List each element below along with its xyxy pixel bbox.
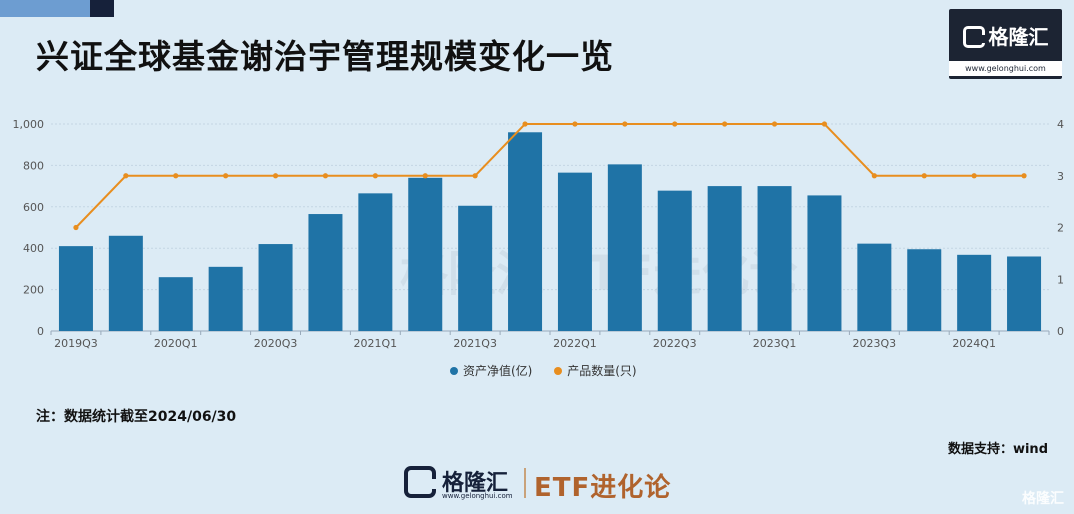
- line-point: [522, 121, 528, 127]
- line-point: [1021, 173, 1027, 179]
- footer-g-icon: [404, 466, 436, 498]
- line-point: [123, 173, 129, 179]
- line-point: [372, 173, 378, 179]
- bar: [707, 186, 742, 331]
- legend-line-dot: [554, 367, 563, 375]
- bar: [607, 164, 642, 331]
- line-point: [672, 121, 678, 127]
- legend: 资产净值(亿) 产品数量(只): [450, 362, 655, 379]
- x-tick-label: 2022Q1: [553, 337, 597, 350]
- corner-accent: [0, 0, 114, 17]
- line-point: [322, 173, 329, 179]
- y-left-tick-label: 200: [23, 284, 44, 297]
- legend-line-label: 产品数量(只): [567, 364, 637, 378]
- bar: [508, 132, 543, 331]
- x-tick-label: 2022Q3: [653, 337, 697, 350]
- x-tick-label: 2024Q1: [952, 337, 996, 350]
- bar: [1007, 256, 1042, 331]
- line-point: [422, 173, 428, 179]
- line-point: [771, 121, 778, 127]
- line-point: [821, 121, 828, 127]
- legend-item-line: 产品数量(只): [554, 362, 637, 379]
- footer-logo-name: 格隆汇: [442, 471, 509, 496]
- bar: [807, 195, 842, 331]
- logo-name: 格隆汇: [988, 25, 1049, 49]
- bar: [58, 246, 93, 331]
- bar: [757, 186, 792, 331]
- bar: [208, 266, 243, 331]
- bar: [907, 249, 942, 331]
- bar: [857, 243, 892, 331]
- line-point: [871, 173, 877, 179]
- legend-bar-dot: [450, 367, 458, 375]
- y-left-tick-label: 400: [23, 242, 44, 255]
- y-left-tick-label: 800: [23, 159, 44, 172]
- line-point: [722, 121, 728, 127]
- y-left-tick-label: 600: [23, 201, 44, 214]
- footer-separator: [524, 468, 526, 498]
- y-left-tick-label: 1,000: [13, 118, 45, 131]
- bar: [557, 172, 592, 331]
- line-series: [75, 123, 1025, 229]
- x-tick-label: 2023Q1: [753, 337, 797, 350]
- data-source: 数据支持：wind: [947, 442, 1048, 457]
- x-tick-label: 2023Q3: [853, 337, 897, 350]
- page-title: 兴证全球基金谢治宇管理规模变化一览: [36, 37, 614, 76]
- x-tick-label: 2021Q3: [453, 337, 497, 350]
- chart: 02004006008001,00001234格隆汇ETF进化论2019Q320…: [13, 118, 1065, 350]
- logo-url: www.gelonghui.com: [949, 61, 1062, 76]
- x-tick-label: 2021Q1: [354, 337, 398, 350]
- bar: [308, 214, 343, 331]
- line-point: [472, 173, 478, 179]
- legend-item-bar: 资产净值(亿): [450, 362, 532, 379]
- brand-logo: 格隆汇 www.gelonghui.com: [949, 9, 1062, 79]
- logo-g-icon: [962, 26, 985, 48]
- bar: [158, 277, 193, 331]
- x-tick-label: 2019Q3: [54, 337, 98, 350]
- y-right-tick-label: 2: [1057, 222, 1064, 235]
- y-right-tick-label: 1: [1057, 273, 1064, 286]
- footnote: 注：数据统计截至2024/06/30: [36, 409, 237, 425]
- line-point: [622, 121, 628, 127]
- corner-accent-light: [0, 0, 90, 17]
- line-point: [73, 224, 79, 231]
- y-right-tick-label: 4: [1057, 118, 1064, 131]
- footer-logo-url: www.gelonghui.com: [442, 492, 513, 500]
- x-tick-label: 2020Q3: [254, 337, 298, 350]
- y-right-tick-label: 3: [1057, 170, 1064, 183]
- x-tick-label: 2020Q1: [154, 337, 198, 350]
- line-point: [173, 173, 179, 179]
- line-point: [572, 121, 578, 127]
- y-right-tick-label: 0: [1057, 325, 1064, 338]
- footer-etf-brand: ETF进化论: [534, 473, 672, 503]
- bar: [957, 254, 992, 331]
- line-point: [272, 173, 279, 179]
- bar: [408, 177, 443, 331]
- bar: [108, 235, 143, 331]
- line-point: [921, 173, 927, 179]
- bar: [358, 193, 393, 331]
- corner-accent-dark: [90, 0, 114, 17]
- bar: [258, 244, 293, 331]
- bar: [657, 190, 692, 331]
- bar: [458, 205, 493, 331]
- corner-watermark: 格隆汇: [1022, 491, 1064, 507]
- y-left-tick-label: 0: [37, 325, 44, 338]
- line-point: [223, 173, 229, 179]
- legend-bar-label: 资产净值(亿): [463, 364, 533, 378]
- line-point: [971, 173, 977, 179]
